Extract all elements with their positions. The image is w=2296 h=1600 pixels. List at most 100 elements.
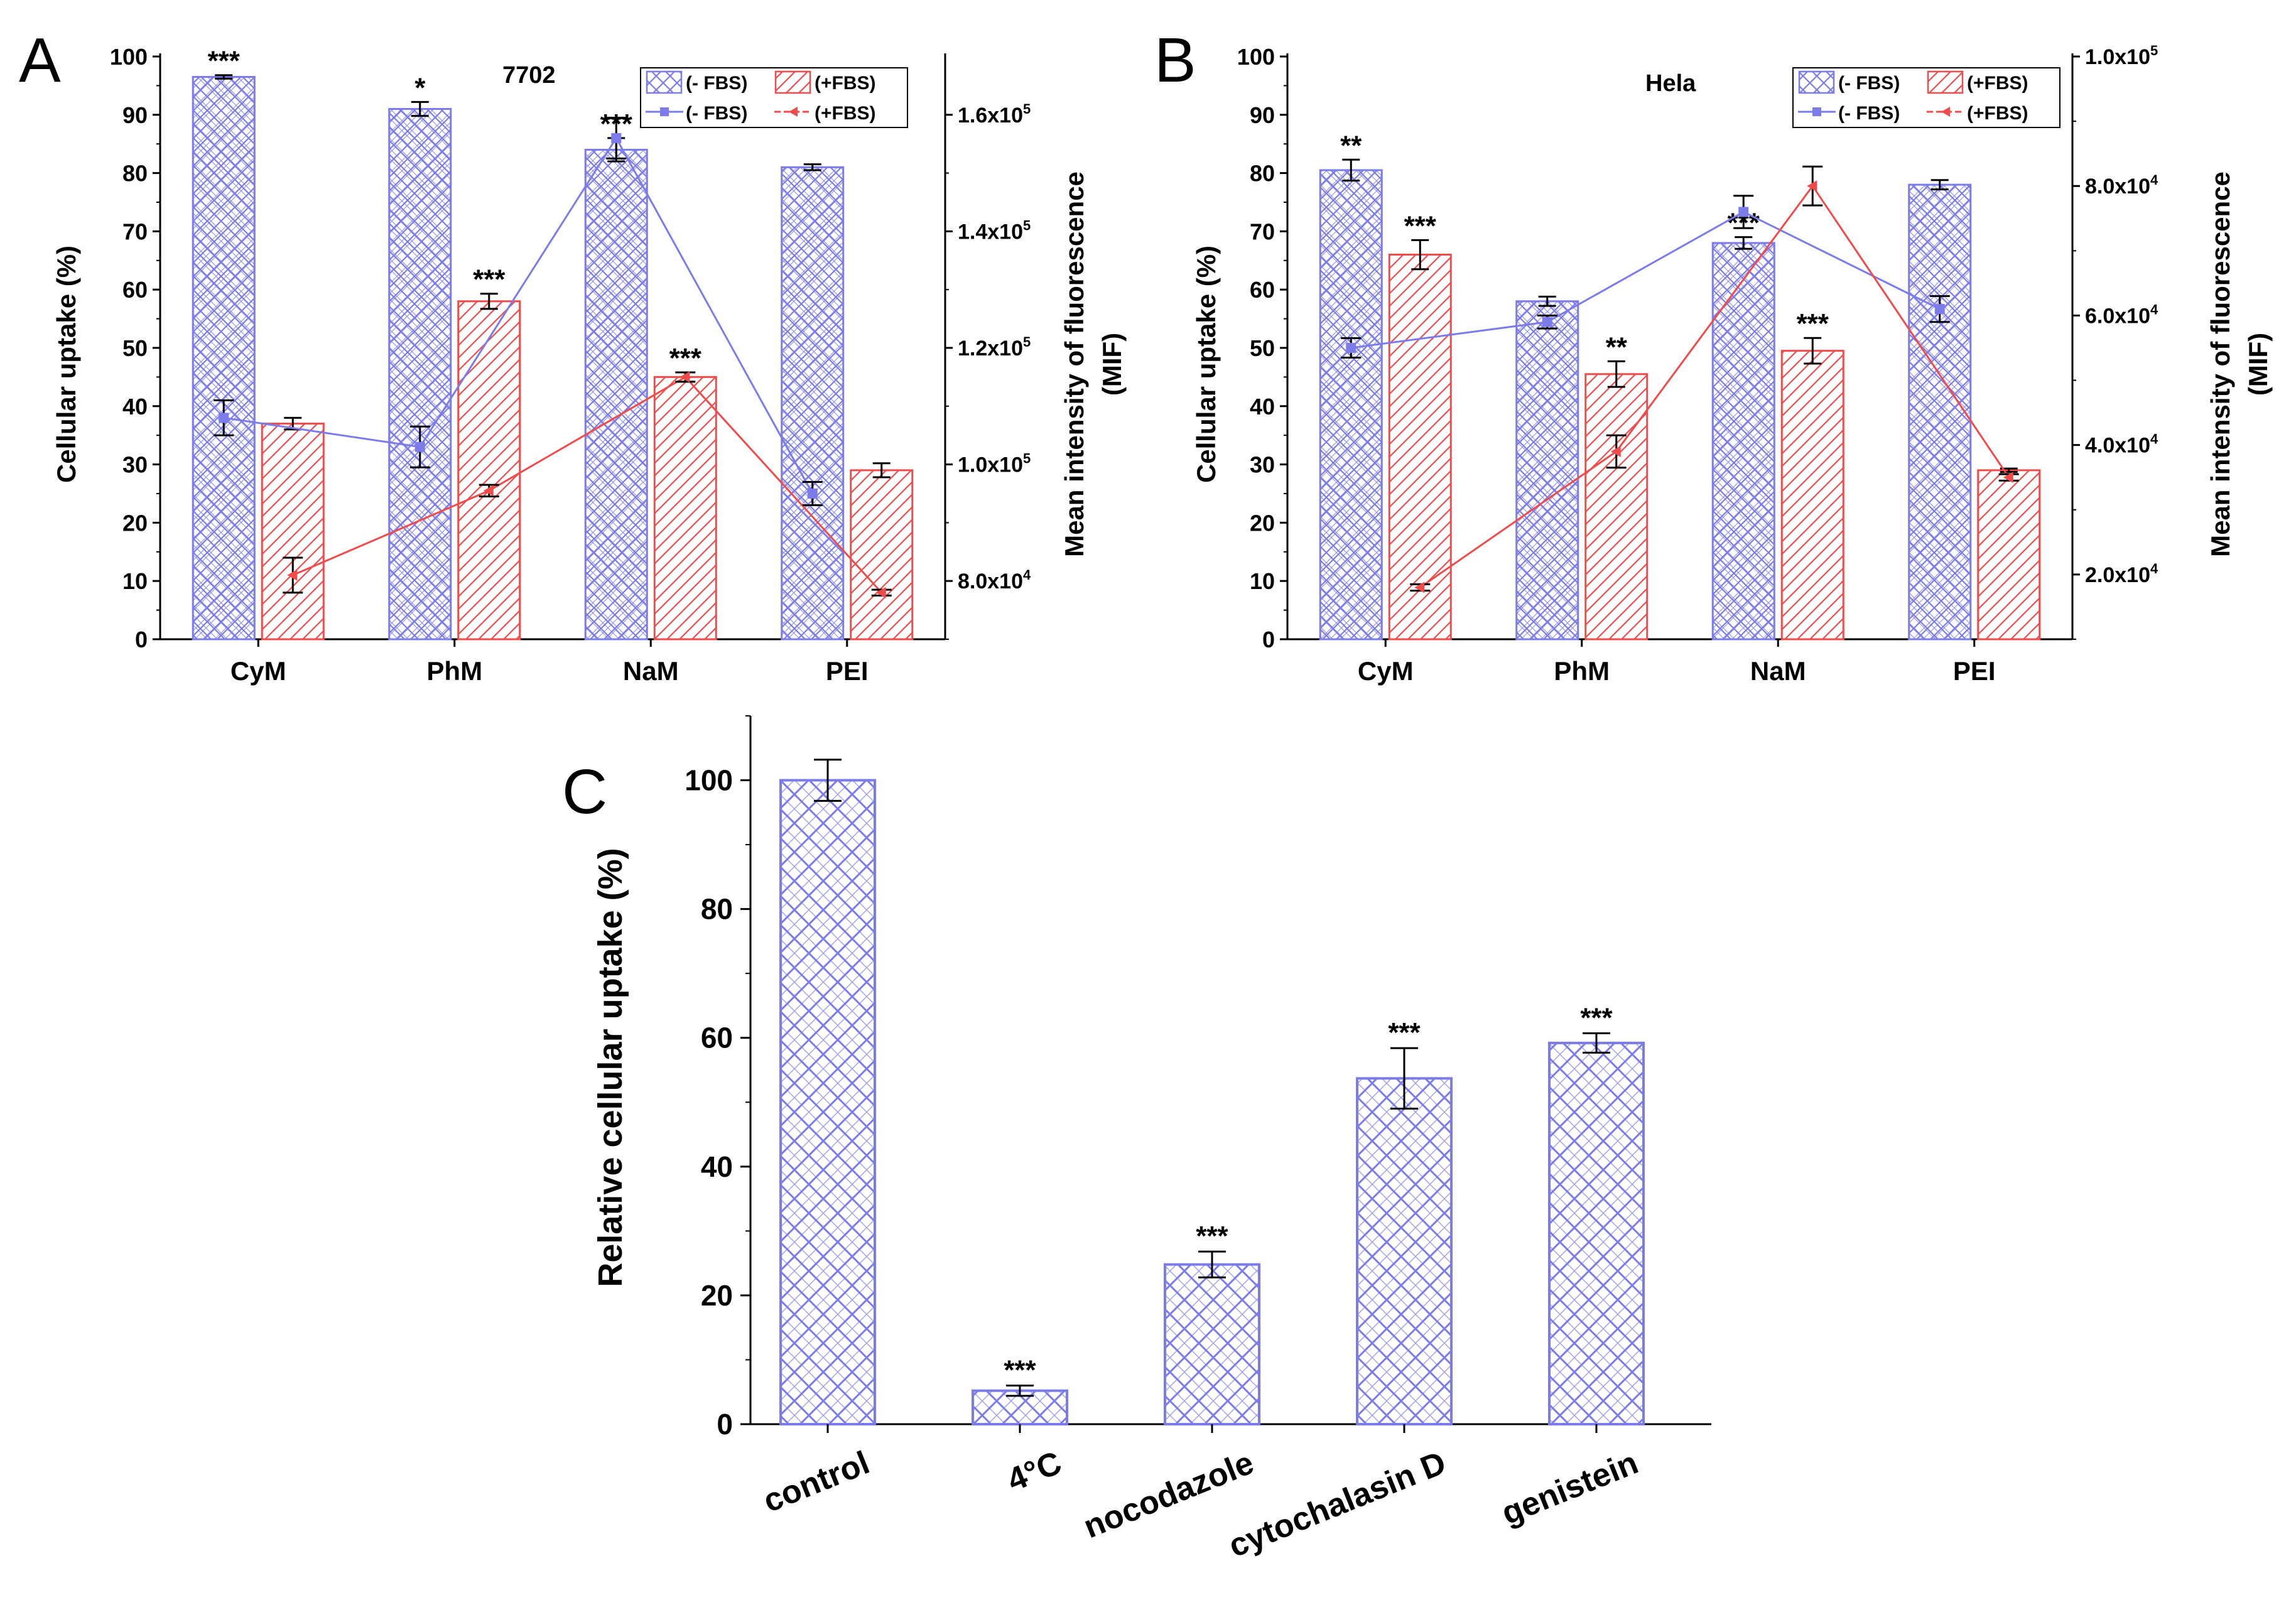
y-tick-label: 90 — [122, 102, 148, 128]
bar-uptake — [1548, 1041, 1645, 1425]
bar-minus-fbs — [1515, 300, 1579, 641]
panel-a-letter: A — [19, 25, 61, 95]
bar-uptake — [1356, 1077, 1453, 1425]
y2-tick-exponent: 4 — [1023, 567, 1031, 583]
line-minus-point — [1934, 304, 1945, 315]
bar-plus-fbs — [261, 423, 325, 641]
bar-minus-significance: * — [414, 72, 426, 103]
y2-tick-exponent: 5 — [1023, 101, 1031, 117]
panel-a-y2-ticks: 8.0x104 1.0x105 1.2x105 1.4x105 1.6x105 — [945, 101, 1031, 640]
line-minus-point — [807, 489, 818, 499]
panel-a-title: 7702 — [502, 62, 556, 89]
panel-b-y-ticks: 0 10 20 30 40 50 60 70 80 90 100 — [1237, 44, 1287, 652]
y-tick-label: 20 — [701, 1279, 733, 1312]
bar-plus-fbs — [1388, 254, 1452, 641]
category-label: genistein — [1497, 1444, 1643, 1532]
y-tick-label: 80 — [1250, 161, 1275, 186]
panel-a: A 7702 0 10 20 30 40 50 60 70 80 90 100 Cellular u… — [19, 25, 1127, 686]
y-tick-label: 10 — [122, 568, 148, 594]
panel-a-y2-label-line1: Mean intensity of fluorescence — [1059, 171, 1089, 557]
bar-plus-fbs — [1977, 469, 2041, 641]
line-plus-point — [287, 569, 298, 581]
y-tick-label: 100 — [685, 764, 733, 797]
y2-tick-label: 1.4x105 — [958, 217, 1031, 244]
bar-plus-fbs — [1780, 350, 1844, 641]
legend-a-bar-plus: (+FBS) — [815, 73, 876, 94]
bar-minus-fbs — [1908, 183, 1972, 641]
line-minus-point — [1738, 207, 1749, 217]
panel-a-categories: CyM PhM NaM PEI — [230, 639, 869, 686]
y2-tick-exponent: 5 — [1023, 217, 1031, 233]
bar-uptake — [1164, 1263, 1260, 1425]
category-label: NaM — [1750, 656, 1806, 686]
y-tick-label: 20 — [1250, 510, 1275, 536]
panel-a-y-label: Cellular uptake (%) — [51, 246, 81, 483]
panel-b-plot-area: ************* — [1286, 53, 2074, 641]
panel-c-plot-area: *** *** *** *** — [749, 716, 1711, 1425]
panel-b: B Hela 0 10 20 30 40 50 60 70 80 90 100 Cellular u… — [1154, 25, 2273, 686]
panel-b-y2-ticks: 2.0x104 4.0x104 6.0x104 8.0x104 1.0x105 — [2072, 43, 2158, 640]
y-tick-label: 60 — [1250, 277, 1275, 303]
bar-minus-significance: *** — [208, 46, 241, 77]
bar-plus-significance: *** — [669, 343, 702, 374]
panel-c-letter: C — [562, 757, 607, 827]
y2-tick-label: 4.0x104 — [2085, 431, 2158, 458]
line-minus-point — [611, 132, 622, 143]
legend-a-line-minus: (- FBS) — [686, 103, 747, 124]
bar-plus-fbs — [457, 300, 521, 641]
line-minus-point — [219, 413, 229, 423]
line-minus-point — [1346, 343, 1356, 353]
category-label: cytochalasin D — [1223, 1444, 1451, 1564]
y-tick-label: 60 — [701, 1022, 733, 1054]
bar-minus-fbs — [781, 166, 845, 641]
bar-minus-fbs — [1319, 169, 1383, 641]
panel-b-y-label: Cellular uptake (%) — [1191, 246, 1221, 483]
y-tick-label: 100 — [1237, 44, 1275, 70]
legend-b-bar-plus-swatch — [1927, 70, 1964, 94]
y-tick-label: 50 — [1250, 335, 1275, 361]
y2-tick-label: 1.2x105 — [958, 334, 1031, 360]
legend-a-line-minus-marker — [660, 107, 669, 116]
category-label: PEI — [826, 656, 869, 686]
y2-tick-label: 2.0x104 — [2085, 561, 2158, 587]
y-tick-label: 0 — [717, 1408, 733, 1441]
bar-plus-significance: ** — [1606, 332, 1628, 362]
legend-a-bar-minus-swatch — [646, 70, 683, 94]
y-tick-label: 80 — [122, 161, 148, 186]
y-tick-label: 30 — [122, 452, 148, 478]
y2-tick-label: 6.0x104 — [2085, 301, 2158, 328]
bar-plus-fbs — [1584, 373, 1649, 641]
panel-b-categories: CyM PhM NaM PEI — [1358, 639, 1996, 686]
category-label: NaM — [623, 656, 679, 686]
y-tick-label: 90 — [1250, 102, 1275, 128]
bar-plus-significance: *** — [1404, 210, 1437, 241]
legend-a-bar-plus-swatch — [774, 70, 811, 94]
bar-plus-significance: *** — [1797, 308, 1829, 339]
line-minus-fbs — [224, 136, 814, 494]
y2-tick-label: 1.6x105 — [958, 101, 1031, 127]
bar-minus-fbs — [584, 148, 648, 641]
y-tick-label: 40 — [701, 1150, 733, 1183]
legend-a-line-plus: (+FBS) — [815, 103, 876, 124]
bar-minus-significance: ** — [1340, 130, 1362, 161]
y-tick-label: 40 — [1250, 394, 1275, 419]
legend-b-bar-minus: (- FBS) — [1838, 73, 1900, 94]
legend-b-line-plus-marker — [1941, 107, 1950, 117]
bar-plus-significance: *** — [473, 264, 506, 295]
y-tick-label: 70 — [1250, 219, 1275, 244]
y-tick-label: 0 — [135, 627, 148, 652]
line-plus-fbs — [1419, 184, 2010, 588]
legend-a-bar-minus: (- FBS) — [686, 73, 747, 94]
bar-plus-fbs — [850, 469, 914, 641]
line-plus-point — [483, 485, 494, 497]
y2-tick-exponent: 5 — [2150, 43, 2158, 58]
category-label: 4°C — [1002, 1444, 1067, 1498]
y-tick-label: 10 — [1250, 568, 1275, 594]
bar-significance: *** — [1196, 1221, 1228, 1251]
y2-tick-exponent: 5 — [1023, 334, 1031, 350]
line-plus-point — [680, 371, 690, 383]
y-tick-label: 60 — [122, 277, 148, 303]
y-tick-label: 100 — [110, 44, 148, 70]
